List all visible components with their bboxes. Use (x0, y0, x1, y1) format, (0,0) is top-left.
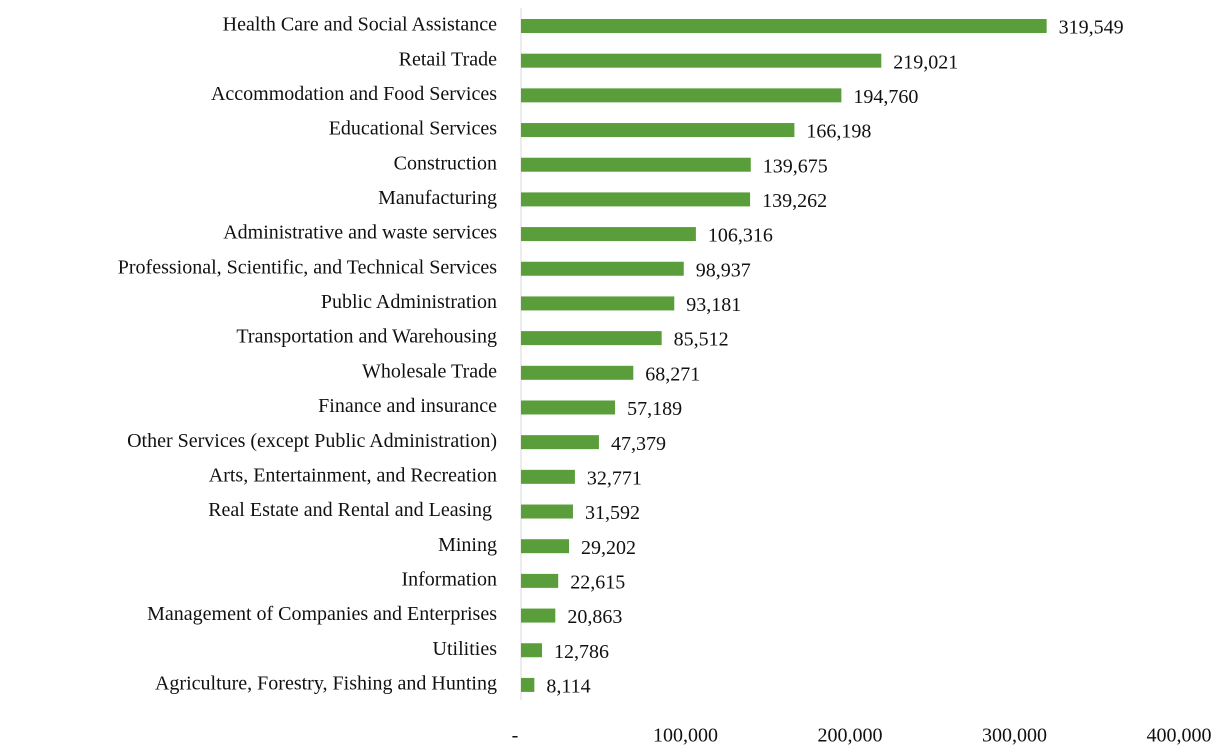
y-tick-label: Other Services (except Public Administra… (127, 430, 497, 452)
value-label: 68,271 (645, 363, 700, 385)
value-label: 194,760 (853, 86, 918, 108)
x-tick-label: 400,000 (1147, 725, 1212, 747)
x-tick-label: 300,000 (982, 725, 1047, 747)
y-tick-label: Construction (394, 152, 497, 174)
bar (521, 539, 570, 554)
bar (521, 677, 535, 692)
bar (521, 365, 634, 380)
value-label: 139,675 (763, 155, 828, 177)
value-label: 8,114 (546, 676, 590, 698)
bar (521, 435, 599, 450)
y-tick-label: Transportation and Warehousing (236, 326, 497, 348)
y-tick-label: Accommodation and Food Services (211, 83, 497, 105)
value-label: 32,771 (587, 467, 642, 489)
value-label: 139,262 (762, 190, 827, 212)
y-tick-label: Health Care and Social Assistance (223, 14, 497, 36)
y-tick-label: Mining (438, 534, 497, 556)
bar (521, 400, 616, 415)
value-label: 93,181 (686, 294, 741, 316)
y-tick-label: Retail Trade (399, 48, 497, 70)
bar (521, 261, 684, 276)
bar (521, 296, 675, 311)
bar (521, 573, 559, 588)
value-label: 219,021 (893, 51, 958, 73)
y-tick-label: Utilities (433, 638, 498, 660)
bar (521, 123, 795, 138)
value-label: 20,863 (567, 606, 622, 628)
value-label: 31,592 (585, 502, 640, 524)
y-tick-label: Public Administration (321, 291, 497, 313)
y-tick-label: Information (401, 568, 497, 590)
value-label: 47,379 (611, 433, 666, 455)
bar (521, 608, 556, 623)
value-label: 85,512 (674, 329, 729, 351)
value-label: 12,786 (554, 641, 609, 663)
value-label: 29,202 (581, 537, 636, 559)
x-tick-label: 100,000 (653, 725, 718, 747)
bar (521, 53, 882, 68)
y-tick-label: Arts, Entertainment, and Recreation (209, 464, 497, 486)
y-tick-label: Real Estate and Rental and Leasing (208, 499, 497, 521)
bar (521, 192, 751, 207)
y-tick-label: Finance and insurance (318, 395, 497, 417)
value-label: 98,937 (696, 259, 751, 281)
bar (521, 227, 696, 242)
value-label: 57,189 (627, 398, 682, 420)
x-tick-label: - (512, 725, 519, 747)
y-tick-label: Agriculture, Forestry, Fishing and Hunti… (155, 673, 497, 695)
x-tick-label: 200,000 (818, 725, 883, 747)
value-label: 22,615 (570, 571, 625, 593)
y-tick-label: Professional, Scientific, and Technical … (118, 256, 497, 278)
bar (521, 88, 842, 103)
value-label: 319,549 (1059, 17, 1124, 39)
bar (521, 643, 543, 658)
bar (521, 469, 575, 484)
bar (521, 19, 1047, 33)
y-tick-label: Wholesale Trade (362, 360, 497, 382)
value-label: 106,316 (708, 225, 773, 247)
y-tick-label: Management of Companies and Enterprises (147, 603, 497, 625)
y-tick-label: Educational Services (329, 118, 497, 140)
y-tick-label: Manufacturing (378, 187, 497, 209)
value-label: 166,198 (806, 121, 871, 143)
bar (521, 157, 751, 172)
y-tick-label: Administrative and waste services (223, 222, 497, 244)
bar (521, 504, 573, 519)
bar (521, 331, 662, 346)
